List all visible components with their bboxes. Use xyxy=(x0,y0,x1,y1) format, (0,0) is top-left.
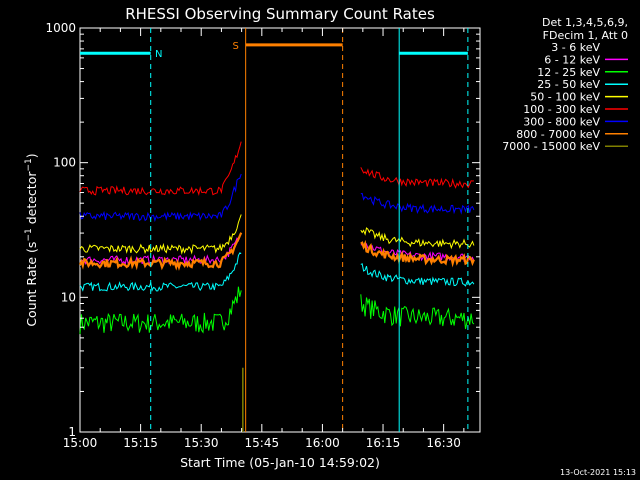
series-line-post-3 xyxy=(360,263,475,287)
legend-header-line1: Det 1,3,4,5,6,9, xyxy=(542,16,628,29)
series-layer xyxy=(78,141,475,432)
series-line-post-0 xyxy=(360,245,475,269)
legend-label: 12 - 25 keV xyxy=(537,66,600,79)
series-line-pre-6 xyxy=(79,173,242,223)
x-tick-label: 16:15 xyxy=(366,436,401,450)
legend-label: 6 - 12 keV xyxy=(544,53,600,66)
legend-label: 800 - 7000 keV xyxy=(516,128,600,141)
y-axis-label-part2: detector xyxy=(24,171,39,229)
y-axis-label-sup1: −1 xyxy=(24,228,34,241)
x-tick-label: 15:15 xyxy=(123,436,158,450)
x-tick-label: 15:45 xyxy=(245,436,280,450)
x-tick-label: 15:30 xyxy=(184,436,219,450)
x-axis-ticks: 15:00 15:15 15:30 15:45 16:00 16:15 16:30 xyxy=(63,28,465,450)
y-axis-label-part1: Count Rate (s xyxy=(24,242,39,327)
y-axis-ticks: 1 10 100 1000 xyxy=(45,21,480,439)
series-line-pre-7 xyxy=(78,232,243,271)
chart-title: RHESSI Observing Summary Count Rates xyxy=(125,5,435,23)
y-axis-label: Count Rate (s−1 detector−1) xyxy=(24,153,39,326)
flag-label: N xyxy=(155,49,162,60)
flag-label: S xyxy=(232,41,238,52)
y-tick-label: 1000 xyxy=(45,21,76,35)
series-line-pre-3 xyxy=(79,252,242,292)
series-line-post-7 xyxy=(360,239,475,268)
legend-label: 300 - 800 keV xyxy=(523,115,600,128)
series-line-post-5 xyxy=(360,167,474,189)
x-tick-label: 16:30 xyxy=(426,436,461,450)
legend: Det 1,3,4,5,6,9, FDecim 1, Att 0 3 - 6 k… xyxy=(502,16,628,153)
generation-timestamp: 13-Oct-2021 15:13 xyxy=(560,468,636,477)
plot-frame xyxy=(79,27,481,433)
legend-label: 3 - 6 keV xyxy=(551,41,600,54)
series-line-pre-4 xyxy=(79,214,242,255)
x-axis-label: Start Time (05-Jan-10 14:59:02) xyxy=(180,455,380,470)
x-tick-label: 15:00 xyxy=(63,436,98,450)
series-line-pre-5 xyxy=(79,141,242,197)
x-tick-label: 16:00 xyxy=(305,436,340,450)
flag-layer: NS xyxy=(80,28,469,432)
legend-label: 50 - 100 keV xyxy=(530,91,600,104)
y-tick-label: 1 xyxy=(68,425,76,439)
legend-label: 7000 - 15000 keV xyxy=(502,140,600,153)
series-line-pre-2 xyxy=(79,286,242,335)
legend-label: 25 - 50 keV xyxy=(537,78,600,91)
y-axis-label-part3: ) xyxy=(24,153,39,158)
series-line-post-4 xyxy=(360,227,475,250)
series-line-post-2 xyxy=(360,294,475,330)
y-axis-label-sup2: −1 xyxy=(24,158,34,171)
y-tick-label: 100 xyxy=(53,156,76,170)
series-line-post-6 xyxy=(360,192,475,215)
legend-label: 100 - 300 keV xyxy=(523,103,600,116)
legend-header-line2: FDecim 1, Att 0 xyxy=(543,29,628,42)
plot-border xyxy=(79,27,481,433)
y-tick-label: 10 xyxy=(61,290,76,304)
